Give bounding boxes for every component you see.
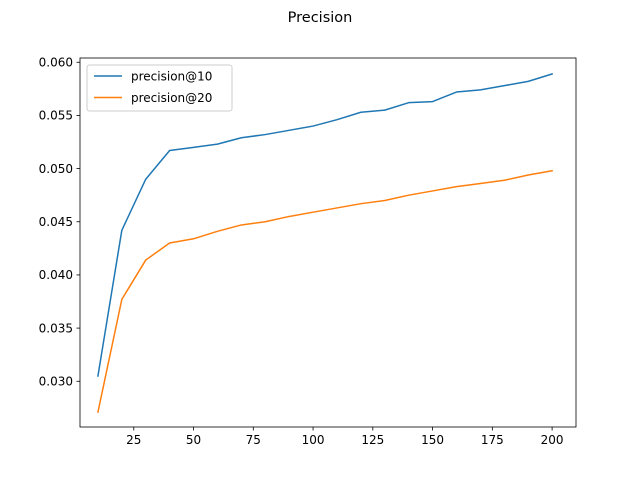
- x-tick-label: 25: [126, 433, 141, 447]
- chart-title: Precision: [288, 10, 353, 26]
- x-tick-label: 150: [421, 433, 444, 447]
- x-tick-label: 200: [541, 433, 564, 447]
- legend: precision@10 precision@20: [86, 64, 233, 112]
- x-tick-label: 100: [302, 433, 325, 447]
- y-tick-label: 0.055: [39, 109, 73, 123]
- x-tick-label: 75: [246, 433, 261, 447]
- y-tick-label: 0.060: [39, 56, 73, 70]
- axes: 25 50 75 100 125 150 175 200 0.030 0.035 0.040 0.04…: [39, 56, 577, 447]
- y-tick-label: 0.035: [39, 321, 73, 335]
- series-line-2: [97, 169, 553, 413]
- y-tick-label: 0.045: [39, 215, 73, 229]
- legend-label-1: precision@10: [131, 69, 212, 83]
- x-tick-label: 125: [361, 433, 384, 447]
- y-tick-label: 0.040: [39, 268, 73, 282]
- legend-label-2: precision@20: [131, 91, 212, 105]
- y-tick-label: 0.030: [39, 375, 73, 389]
- legend-box: [86, 64, 233, 112]
- x-tick-label: 175: [481, 433, 504, 447]
- plot-area: [97, 73, 554, 413]
- x-tick-label: 50: [186, 433, 201, 447]
- axes-frame: [79, 57, 577, 428]
- series-line-1: [97, 73, 554, 377]
- y-tick-label: 0.050: [39, 162, 73, 176]
